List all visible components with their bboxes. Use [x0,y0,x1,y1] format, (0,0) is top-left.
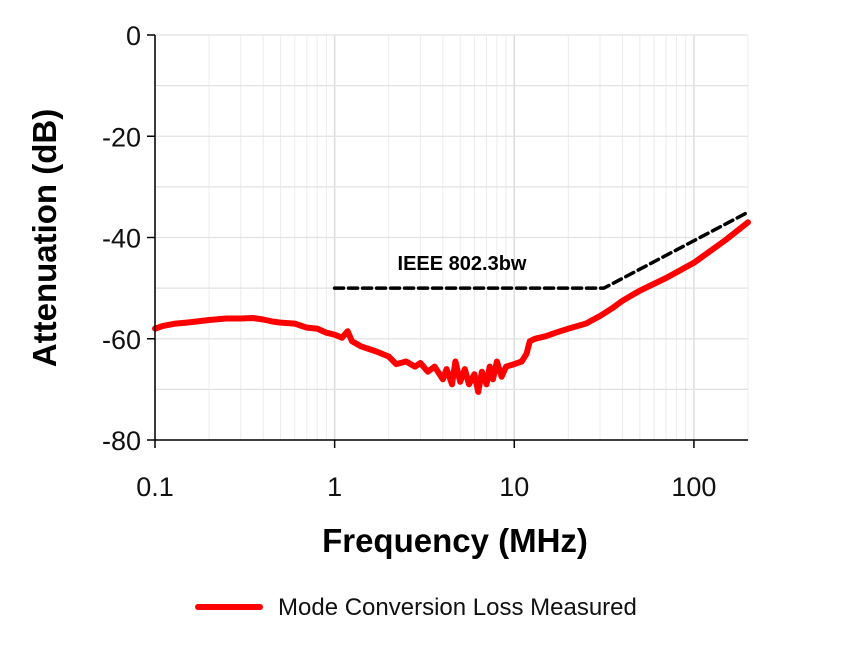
y-tick-label: 0 [126,21,141,51]
axes [147,34,748,448]
legend-label-measured: Mode Conversion Loss Measured [278,594,637,621]
y-tick-label: -40 [102,224,141,254]
series-lines [152,210,751,395]
x-tick-label: 10 [499,472,529,502]
x-tick-label: 0.1 [136,472,174,502]
y-tick-label: -80 [102,426,141,456]
series-line-mode-conversion-loss [152,219,751,395]
x-axis-label: Frequency (MHz) [322,522,588,559]
annotation-ieee-802-3bw: IEEE 802.3bw [398,253,527,275]
x-tick-label: 100 [671,472,716,502]
y-tick-label: -20 [102,122,141,152]
x-tick-label: 1 [327,472,342,502]
tick-labels: 0 -20 -40 -60 -80 0.1 1 10 100 [102,21,716,502]
y-axis-label: Attenuation (dB) [26,109,63,367]
series-line-ieee-802-3bw [332,210,750,290]
legend: Mode Conversion Loss Measured [195,594,637,621]
y-tick-label: -60 [102,325,141,355]
